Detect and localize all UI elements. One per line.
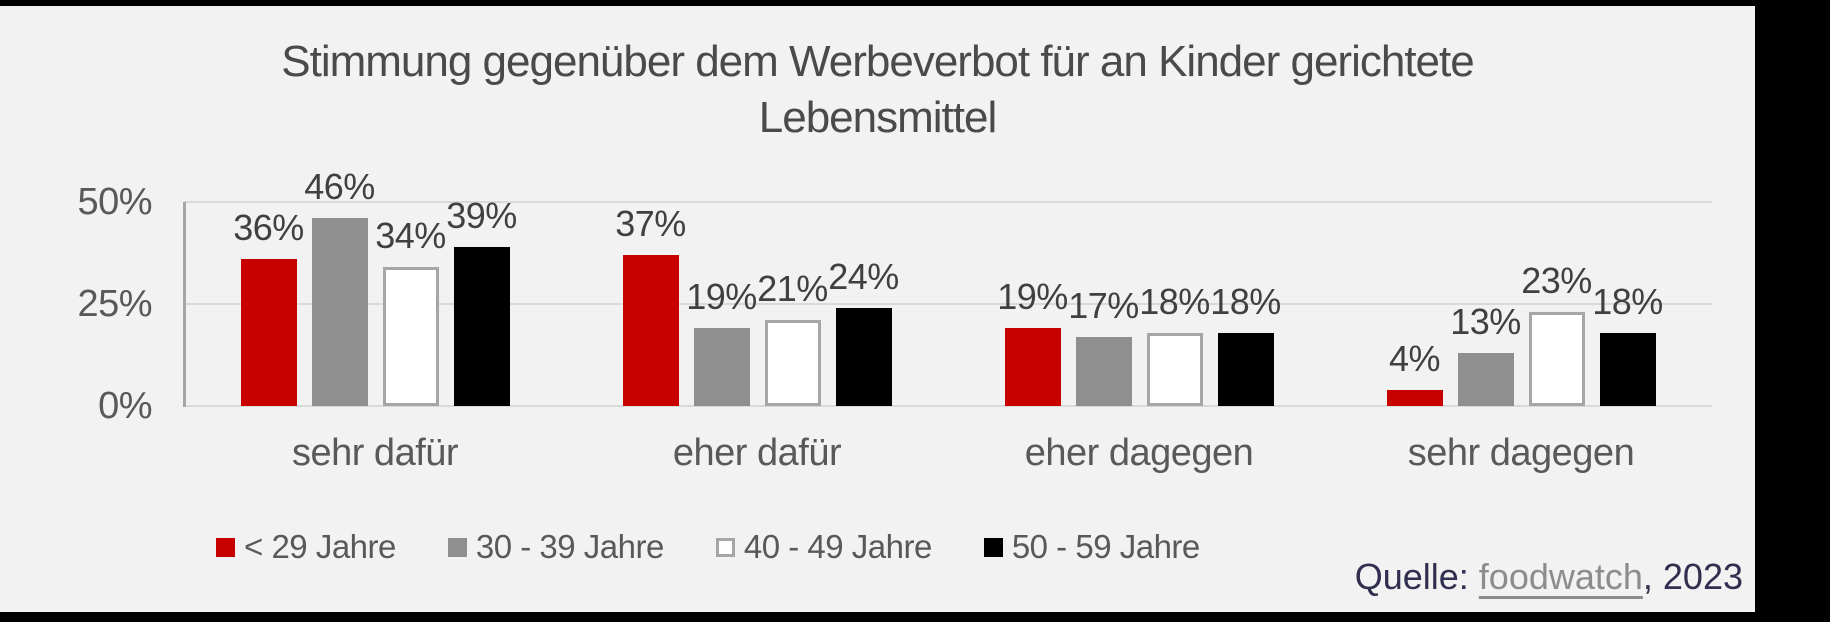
bar-unit: 21% [757, 268, 828, 406]
bar-unit: 4% [1386, 338, 1443, 406]
bar-unit: 13% [1450, 301, 1521, 406]
bar-group-0: 36% 46% 34% 39% [184, 6, 566, 406]
bar-value-label: 17% [1068, 285, 1139, 326]
category-label-0: sehr dafür [291, 432, 459, 474]
bar-value-label: 21% [757, 268, 828, 309]
bar-50-59Jahre-3 [1599, 333, 1656, 406]
bar-<29Jahre-3 [1386, 390, 1443, 406]
bar-group-3: 4% 13% 23% 18% [1330, 6, 1712, 406]
bar-40-49Jahre-0 [382, 267, 439, 406]
bar-unit: 37% [615, 203, 686, 406]
bar-40-49Jahre-1 [764, 320, 821, 406]
bar-value-label: 37% [615, 203, 686, 244]
category-label-2: eher dagegen [1024, 432, 1254, 474]
legend-item-2: 40 - 49 Jahre [715, 528, 932, 566]
bar-group-1: 37% 19% 21% 24% [566, 6, 948, 406]
bar-30-39Jahre-0 [311, 218, 368, 406]
bar-value-label: 18% [1210, 281, 1281, 322]
bar-30-39Jahre-2 [1075, 337, 1132, 406]
gridline-25% [184, 303, 1712, 305]
legend-swatch-icon [715, 537, 735, 557]
bar-unit: 23% [1521, 260, 1592, 406]
bar-50-59Jahre-2 [1217, 333, 1274, 406]
legend-item-1: 30 - 39 Jahre [447, 528, 664, 566]
bar-40-49Jahre-3 [1528, 312, 1585, 406]
bar-30-39Jahre-3 [1457, 353, 1514, 406]
category-label-1: eher dafür [672, 432, 842, 474]
bar-unit: 18% [1139, 281, 1210, 406]
bar-unit: 39% [446, 195, 517, 406]
bar-value-label: 4% [1388, 338, 1441, 379]
legend-label: 50 - 59 Jahre [1011, 528, 1200, 565]
bar-value-label: 34% [375, 215, 446, 256]
bar-50-59Jahre-0 [453, 247, 510, 406]
legend-item-3: 50 - 59 Jahre [983, 528, 1200, 566]
legend-swatch-icon [447, 537, 467, 557]
category-axis: sehr dafür eher dafür eher dagegen sehr dag… [184, 432, 1712, 475]
bar-unit: 19% [686, 276, 757, 406]
gridline-50% [184, 201, 1712, 203]
y-tick-label-50%: 50% [77, 181, 152, 223]
source-prefix: Quelle: [1354, 556, 1479, 597]
bar-<29Jahre-0 [240, 259, 297, 406]
bar-unit: 34% [375, 215, 446, 406]
bar-<29Jahre-1 [622, 255, 679, 406]
source-suffix: , 2023 [1642, 556, 1743, 597]
legend-label: < 29 Jahre [244, 528, 396, 565]
bar-unit: 18% [1592, 281, 1663, 406]
legend-label: 40 - 49 Jahre [743, 528, 932, 565]
bar-value-label: 39% [446, 195, 517, 236]
bar-unit: 19% [997, 276, 1068, 406]
bar-groups: 36% 46% 34% 39% 37% 19% 21% 24% 19% 17% 18% 18% 4% 13… [184, 6, 1712, 406]
bar-value-label: 36% [233, 207, 304, 248]
gridline-0% [184, 405, 1712, 407]
bar-value-label: 18% [1139, 281, 1210, 322]
bar-unit: 36% [233, 207, 304, 406]
y-axis-line [183, 202, 186, 407]
legend-item-0: < 29 Jahre [216, 528, 396, 566]
bar-unit: 18% [1210, 281, 1281, 406]
source-link-foodwatch[interactable]: foodwatch [1478, 556, 1643, 597]
bar-value-label: 46% [304, 166, 375, 207]
bar-50-59Jahre-1 [835, 308, 892, 406]
bar-unit: 17% [1068, 285, 1139, 406]
bar-<29Jahre-2 [1004, 328, 1061, 406]
chart-title: Stimmung gegenüber dem Werbeverbot für a… [281, 37, 1474, 143]
legend-swatch-icon [216, 537, 235, 557]
y-tick-label-25%: 25% [77, 283, 152, 325]
bar-value-label: 19% [686, 276, 757, 317]
source-line: Quelle: foodwatch, 2023 [1355, 556, 1743, 598]
legend-label: 30 - 39 Jahre [475, 528, 664, 565]
chart-canvas: Stimmung gegenüber dem Werbeverbot für a… [0, 6, 1755, 612]
bar-unit: 46% [304, 166, 375, 406]
bar-value-label: 24% [828, 256, 899, 297]
bar-30-39Jahre-1 [693, 328, 750, 406]
bar-group-2: 19% 17% 18% 18% [948, 6, 1330, 406]
bar-40-49Jahre-2 [1146, 333, 1203, 406]
bar-value-label: 13% [1450, 301, 1521, 342]
category-label-3: sehr dagegen [1407, 432, 1635, 474]
legend: < 29 Jahre 30 - 39 Jahre 40 - 49 Jahre 50 -… [216, 528, 1200, 566]
bar-value-label: 23% [1521, 260, 1592, 301]
bar-unit: 24% [828, 256, 899, 406]
bar-value-label: 19% [997, 276, 1068, 317]
y-tick-label-0%: 0% [98, 385, 152, 427]
legend-swatch-icon [983, 537, 1003, 557]
bar-value-label: 18% [1592, 281, 1663, 322]
